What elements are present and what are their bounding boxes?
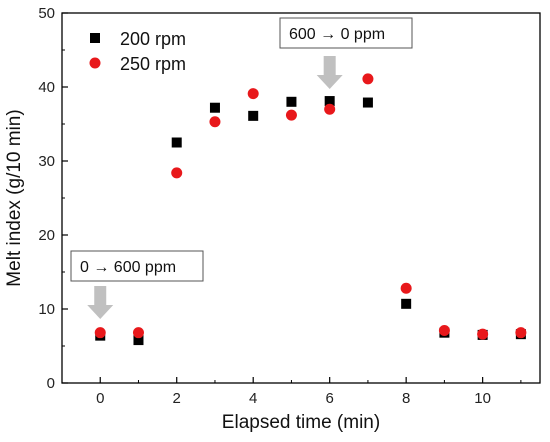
x-tick-label: 8 — [402, 390, 410, 407]
annotation-upper: 600 → 0 ppm — [279, 17, 413, 49]
annotation-lower: 0 → 600 ppm — [70, 250, 204, 282]
point-250-rpm — [209, 116, 221, 128]
point-250-rpm — [94, 327, 106, 339]
x-tick-label: 2 — [173, 390, 181, 407]
point-250-rpm — [247, 88, 259, 100]
point-200-rpm — [362, 97, 373, 108]
annotation-upper-text: 600 → 0 ppm — [289, 26, 385, 43]
point-250-rpm — [324, 103, 336, 115]
legend: 200 rpm 250 rpm — [89, 29, 186, 74]
annotation-lower-box — [70, 250, 204, 282]
x-tick-label: 0 — [96, 390, 104, 407]
x-tick-label: 10 — [474, 390, 491, 407]
x-tick-label: 4 — [249, 390, 257, 407]
annotation-upper-box — [279, 17, 413, 49]
x-axis-title: Elapsed time (min) — [222, 412, 380, 433]
point-250-rpm — [132, 327, 144, 339]
tick-labels: 0 2 4 6 8 10 0 10 20 30 40 50 — [38, 5, 491, 407]
legend-marker-200-rpm — [90, 33, 100, 43]
point-250-rpm — [515, 327, 527, 339]
point-250-rpm — [171, 167, 183, 179]
data-points — [94, 73, 527, 346]
point-250-rpm — [400, 282, 412, 294]
point-200-rpm — [324, 96, 335, 107]
plot-frame — [61, 12, 541, 384]
point-200-rpm — [401, 298, 412, 309]
annotation-lower-text: 0 → 600 ppm — [80, 259, 176, 276]
point-250-rpm — [362, 73, 374, 85]
point-200-rpm — [133, 335, 144, 346]
point-250-rpm — [438, 324, 450, 336]
legend-label-200-rpm: 200 rpm — [120, 29, 186, 49]
point-200-rpm — [248, 110, 259, 121]
y-tick-label: 20 — [38, 227, 55, 244]
point-250-rpm — [285, 109, 297, 121]
y-tick-label: 0 — [47, 375, 55, 392]
point-200-rpm — [171, 137, 182, 148]
y-tick-label: 10 — [38, 301, 55, 318]
y-tick-label: 50 — [38, 5, 55, 22]
legend-label-250-rpm: 250 rpm — [120, 54, 186, 74]
y-axis-title: Melt index (g/10 min) — [4, 109, 25, 286]
point-200-rpm — [286, 96, 297, 107]
annotation-arrows — [87, 56, 343, 319]
y-tick-label: 40 — [38, 79, 55, 96]
x-tick-label: 6 — [326, 390, 334, 407]
y-tick-label: 30 — [38, 153, 55, 170]
arrow-down-icon — [316, 56, 343, 89]
point-250-rpm — [477, 328, 489, 340]
point-200-rpm — [209, 102, 220, 113]
legend-marker-250-rpm — [89, 57, 101, 69]
arrow-down-icon — [87, 286, 114, 319]
